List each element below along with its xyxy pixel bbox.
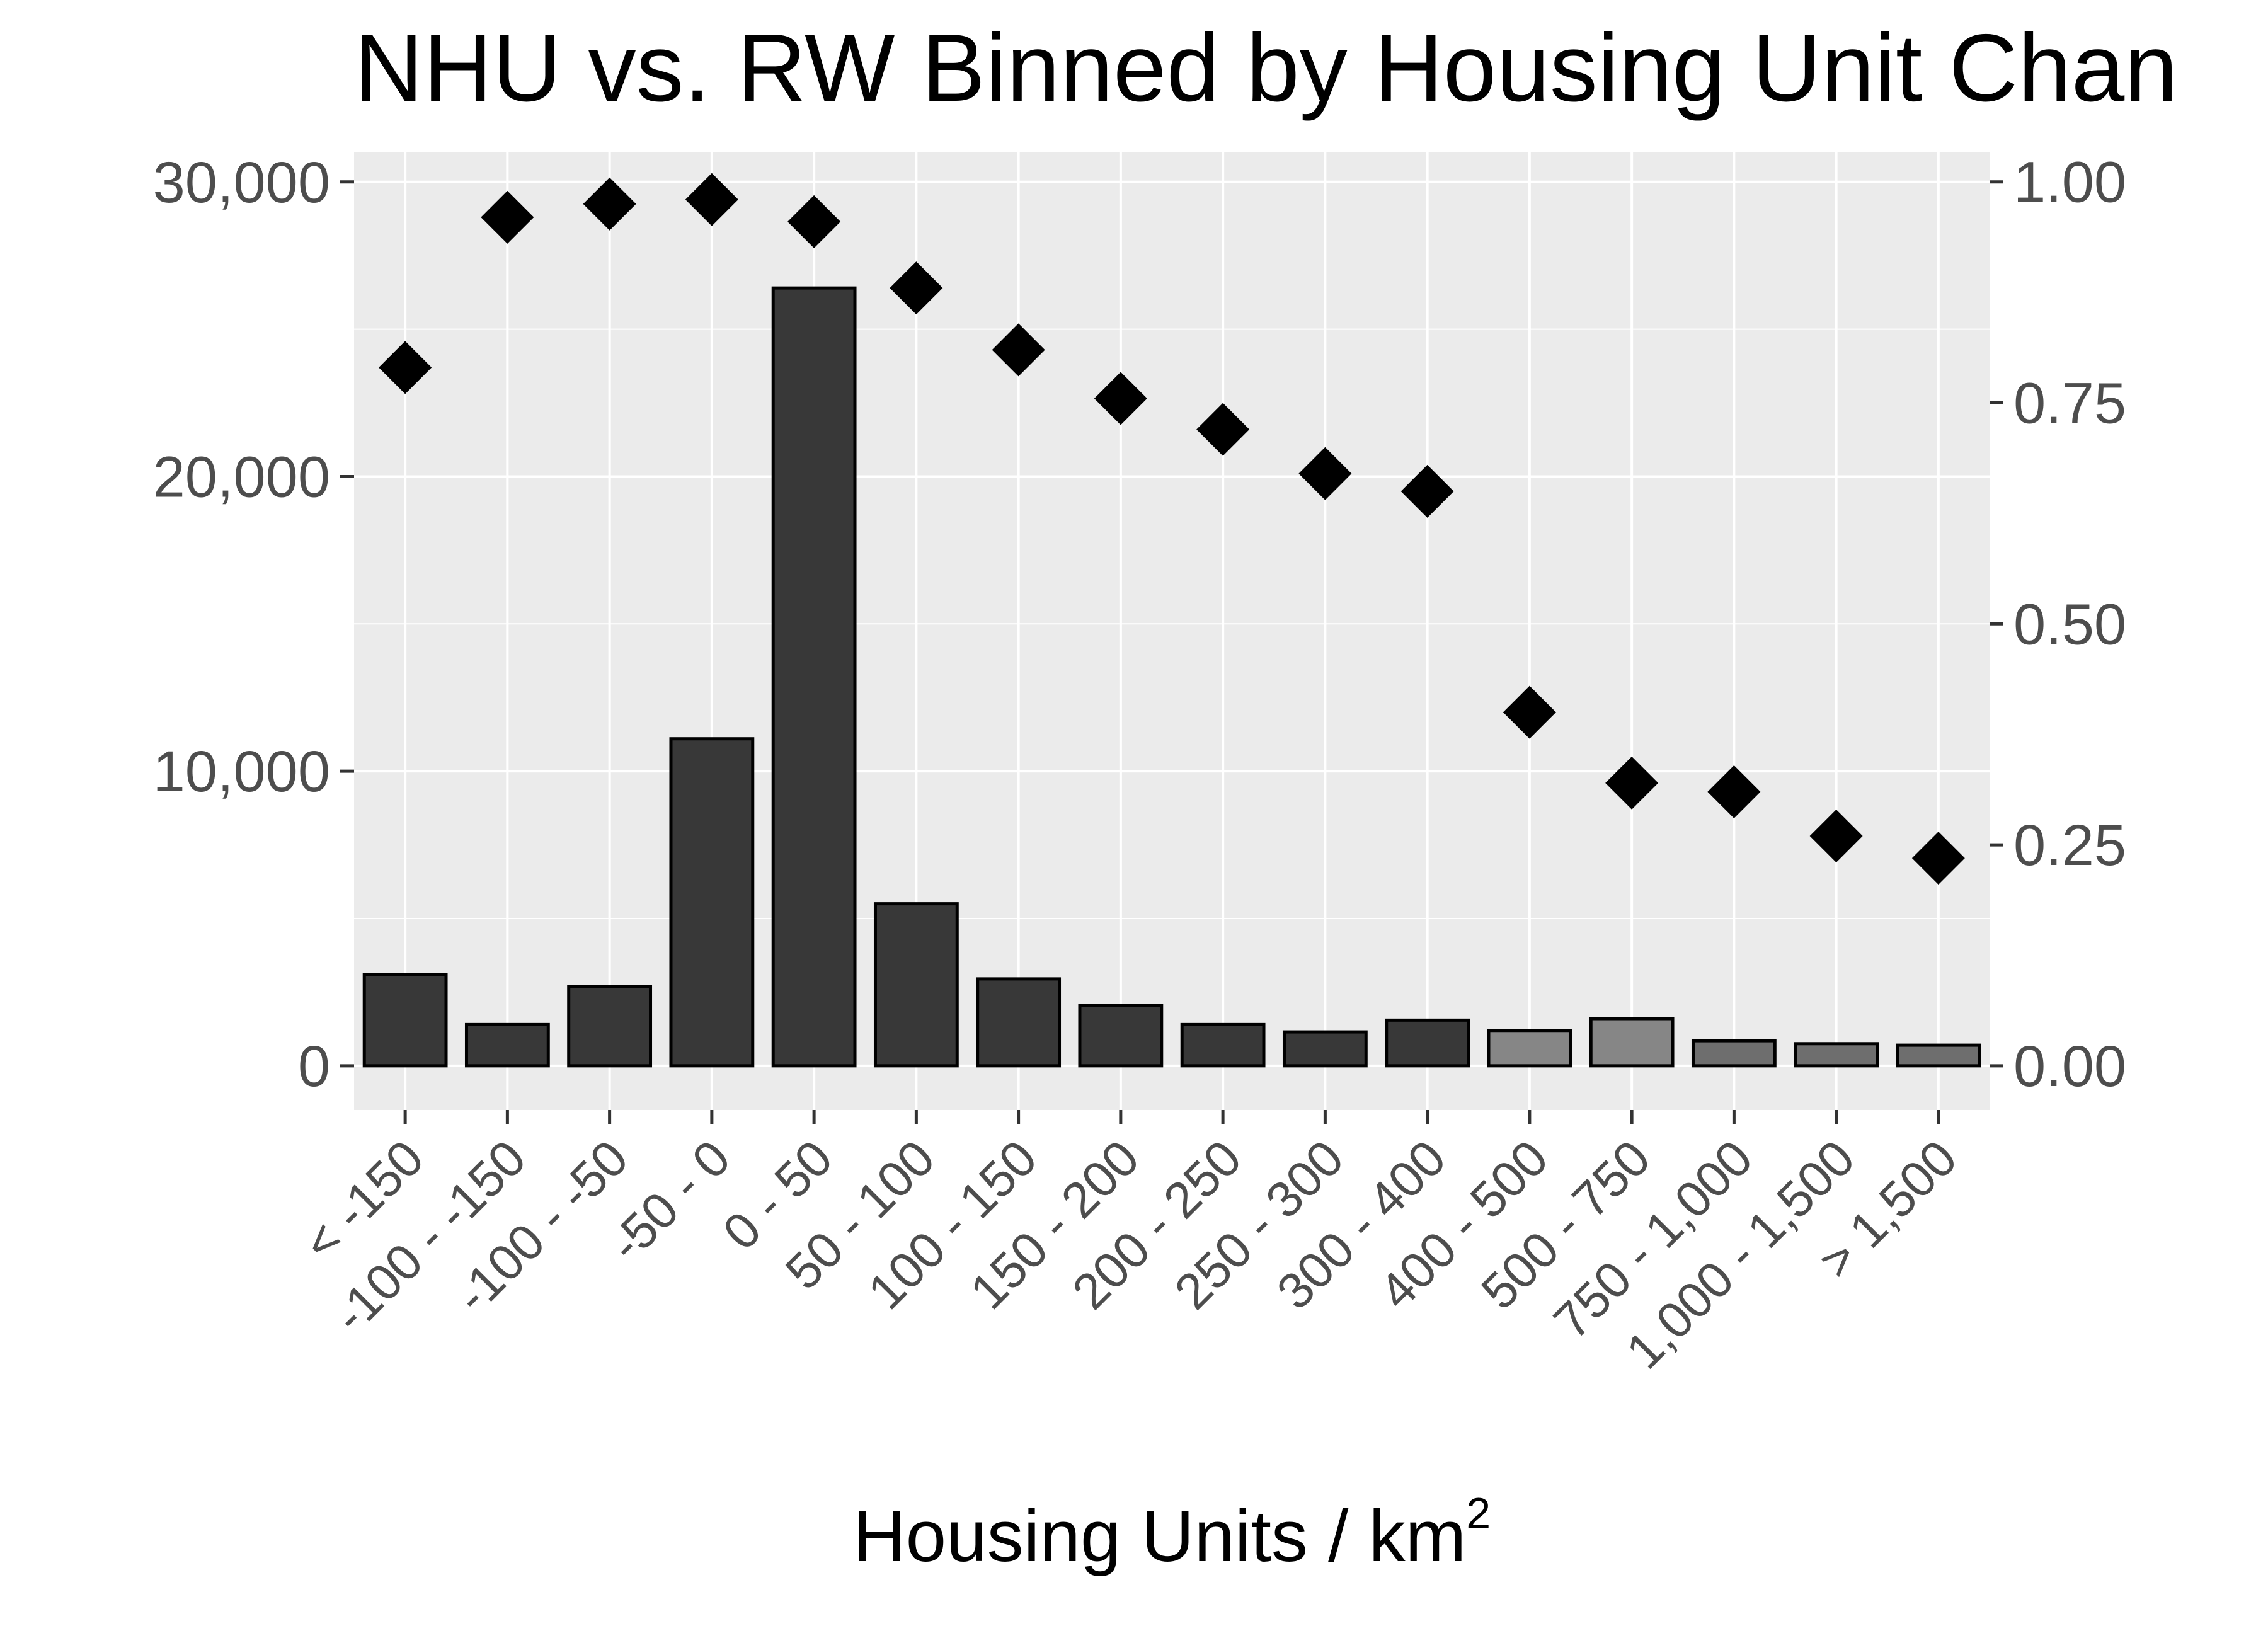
diamond-marker <box>1707 765 1761 818</box>
bar <box>1078 1004 1164 1068</box>
bar <box>1282 1030 1368 1068</box>
diamond-marker <box>685 173 738 226</box>
bar <box>362 973 448 1068</box>
markers <box>379 173 1965 885</box>
bar <box>1487 1029 1572 1068</box>
diamond-marker <box>1298 447 1352 500</box>
y-tick-label: 10,000 <box>153 740 330 804</box>
bar <box>1385 1018 1470 1068</box>
diamond-marker <box>1094 372 1147 425</box>
x-axis-title-main: Housing Units / km <box>853 1495 1466 1577</box>
diamond-marker <box>1605 756 1659 810</box>
bars <box>362 286 1981 1068</box>
y2-tick-label: 0.75 <box>2013 372 2126 436</box>
bar <box>1691 1039 1777 1068</box>
bar <box>771 286 857 1068</box>
y-tick-label: 0 <box>298 1034 330 1099</box>
y2-tick-label: 1.00 <box>2013 151 2126 215</box>
x-axis-title-superscript: 2 <box>1466 1489 1491 1538</box>
diamond-marker <box>583 177 636 231</box>
bar <box>1180 1022 1266 1068</box>
bar <box>567 985 653 1068</box>
diamond-marker <box>992 323 1045 377</box>
bar <box>873 902 959 1068</box>
diamond-marker <box>1196 403 1250 456</box>
y2-tick-label: 0.00 <box>2013 1034 2126 1099</box>
diamond-marker <box>379 341 432 394</box>
chart-title: NHU vs. RW Binned by Housing Unit Chan <box>354 14 2178 122</box>
bar <box>464 1022 550 1068</box>
diamond-marker <box>788 195 841 248</box>
y-axis-left: 0 10,000 20,000 30,000 <box>153 151 354 1099</box>
diamond-marker <box>481 190 534 244</box>
bar <box>1589 1017 1675 1068</box>
diamond-marker <box>890 261 943 315</box>
x-axis: < -150-100 - -150-100 - -50-50 - 00 - 50… <box>292 1110 1967 1379</box>
bar <box>669 737 755 1068</box>
bar <box>976 977 1062 1068</box>
y2-tick-label: 0.25 <box>2013 813 2126 878</box>
diamond-marker <box>1911 832 1965 885</box>
diamond-marker <box>1400 464 1454 518</box>
y-tick-label: 30,000 <box>153 151 330 215</box>
x-axis-title: Housing Units / km2 <box>853 1489 1491 1577</box>
plot-panel <box>354 152 1990 1110</box>
diamond-marker <box>1503 685 1556 739</box>
diamond-marker <box>1809 810 1863 863</box>
y-axis-right: 0.00 0.25 0.50 0.75 1.00 <box>1990 151 2126 1099</box>
bar <box>1794 1042 1879 1068</box>
y2-tick-label: 0.50 <box>2013 592 2126 656</box>
y-tick-label: 20,000 <box>153 445 330 509</box>
bar <box>1896 1043 1981 1068</box>
